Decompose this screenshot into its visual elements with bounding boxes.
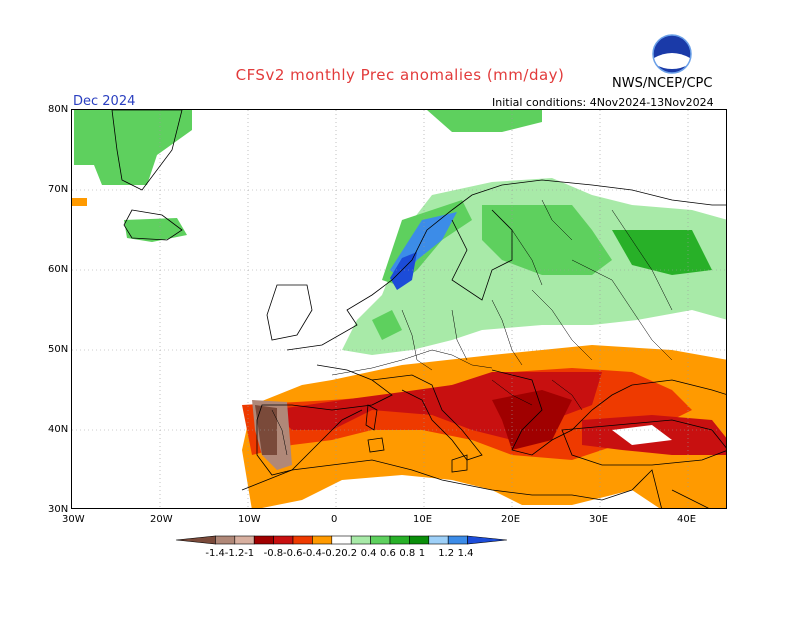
lat-label-80n: 80N bbox=[48, 104, 69, 115]
lat-label-50n: 50N bbox=[48, 344, 69, 355]
noaa-logo bbox=[652, 34, 692, 74]
colorbar-label: -0.6 bbox=[283, 548, 303, 559]
initial-conditions: Initial conditions: 4Nov2024-13Nov2024 bbox=[492, 96, 714, 109]
anomaly-map bbox=[71, 109, 727, 509]
colorbar-label: 1.2 bbox=[438, 548, 455, 559]
lon-label-0: 0 bbox=[331, 514, 338, 525]
colorbar-segment bbox=[467, 535, 508, 545]
lon-label-10w: 10W bbox=[238, 514, 261, 525]
colorbar-segment bbox=[234, 535, 255, 545]
graticule bbox=[72, 110, 726, 508]
lat-label-30n: 30N bbox=[48, 504, 69, 515]
colorbar-label: 1.4 bbox=[457, 548, 474, 559]
colorbar-segment bbox=[331, 535, 352, 545]
colorbar-label: -0.2 bbox=[321, 548, 342, 559]
lon-label-30w: 30W bbox=[62, 514, 85, 525]
country-borders bbox=[271, 199, 673, 456]
colorbar-label: 0.4 bbox=[360, 548, 377, 559]
colorbar-segment bbox=[428, 535, 449, 545]
lon-label-40e: 40E bbox=[677, 514, 697, 525]
map-title: CFSv2 monthly Prec anomalies (mm/day) bbox=[235, 66, 565, 84]
colorbar-label: 0.8 bbox=[399, 548, 416, 559]
colorbar-segment bbox=[447, 535, 468, 545]
colorbar-segment bbox=[350, 535, 371, 545]
negative-anomaly-areas bbox=[72, 198, 726, 508]
colorbar-segment bbox=[215, 535, 236, 545]
colorbar-label: 1 bbox=[418, 548, 426, 559]
coastlines bbox=[111, 110, 726, 508]
lon-label-20e: 20E bbox=[501, 514, 521, 525]
positive-anomaly-areas bbox=[74, 110, 726, 355]
colorbar-segment bbox=[175, 535, 216, 545]
colorbar-label: -1.4 bbox=[205, 548, 225, 559]
colorbar-segment bbox=[253, 535, 274, 545]
colorbar-segment bbox=[409, 535, 430, 545]
colorbar-segment bbox=[292, 535, 313, 545]
colorbar-label: -0.4 bbox=[302, 548, 322, 559]
target-month: Dec 2024 bbox=[73, 94, 136, 109]
lon-label-10e: 10E bbox=[413, 514, 433, 525]
colorbar-segment bbox=[370, 535, 391, 545]
colorbar bbox=[175, 535, 508, 545]
colorbar-label: -1.2 bbox=[224, 548, 245, 559]
colorbar-segment bbox=[273, 535, 294, 545]
lon-label-20w: 20W bbox=[150, 514, 173, 525]
lat-label-70n: 70N bbox=[48, 184, 69, 195]
colorbar-label: 0.2 bbox=[341, 548, 358, 559]
colorbar-label: -1 bbox=[244, 548, 255, 559]
lon-label-30e: 30E bbox=[589, 514, 609, 525]
lat-label-60n: 60N bbox=[48, 264, 69, 275]
colorbar-label: -0.8 bbox=[263, 548, 284, 559]
agency-label: NWS/NCEP/CPC bbox=[612, 76, 713, 91]
lat-label-40n: 40N bbox=[48, 424, 69, 435]
colorbar-label: 0.6 bbox=[380, 548, 396, 559]
colorbar-segment bbox=[389, 535, 410, 545]
colorbar-segment bbox=[312, 535, 333, 545]
